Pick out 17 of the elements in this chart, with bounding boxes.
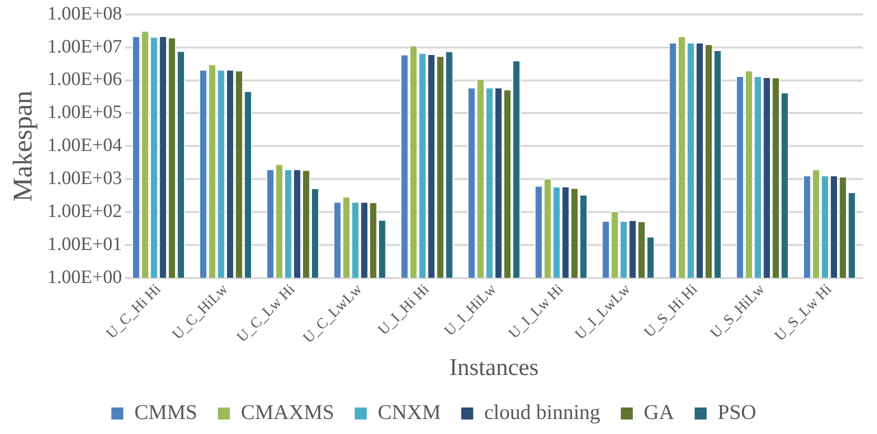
y-tick-label: 1.00E+04 bbox=[47, 135, 122, 156]
y-tick-label: 1.00E+02 bbox=[47, 200, 122, 222]
y-tick-label: 1.00E+05 bbox=[47, 102, 122, 124]
x-axis-title: Instances bbox=[449, 354, 539, 381]
legend-label: PSO bbox=[718, 400, 756, 424]
y-tick-label: 1.00E+06 bbox=[47, 69, 122, 90]
y-tick-label: 1.00E+08 bbox=[47, 3, 122, 24]
legend-label: CMMS bbox=[134, 400, 198, 424]
y-axis-title: Makespan bbox=[7, 90, 38, 202]
y-tick-label: 1.00E+03 bbox=[47, 168, 122, 190]
legend-label: CMAXMS bbox=[240, 400, 334, 424]
legend-label: CNXM bbox=[378, 400, 442, 424]
legend-label: cloud binning bbox=[484, 400, 601, 424]
y-tick-label: 1.00E+00 bbox=[47, 266, 122, 288]
y-tick-label: 1.00E+07 bbox=[47, 36, 122, 58]
legend-label: GA bbox=[644, 400, 675, 424]
y-tick-label: 1.00E+01 bbox=[47, 234, 122, 255]
